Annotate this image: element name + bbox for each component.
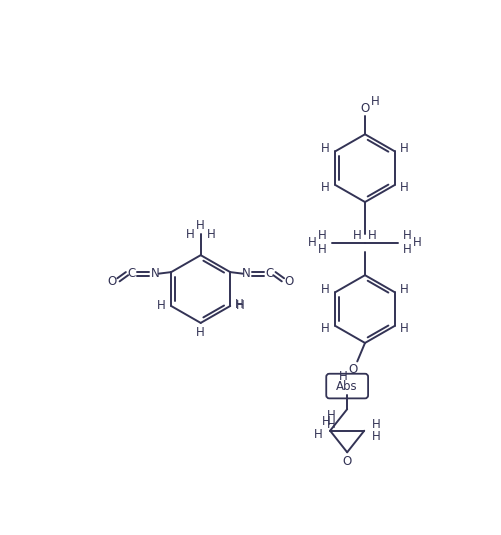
Text: H: H (235, 300, 244, 312)
Text: H: H (314, 428, 322, 441)
Text: C: C (265, 267, 274, 280)
Text: O: O (107, 275, 117, 288)
Text: H: H (234, 298, 243, 311)
Text: H: H (399, 284, 408, 296)
FancyBboxPatch shape (326, 374, 367, 399)
Text: H: H (186, 228, 194, 241)
Text: C: C (127, 267, 135, 280)
Text: H: H (338, 370, 347, 383)
Text: H: H (327, 409, 335, 422)
Text: H: H (206, 228, 215, 241)
Text: H: H (196, 326, 205, 339)
Text: O: O (348, 363, 357, 376)
Text: H: H (402, 230, 411, 242)
Text: H: H (327, 418, 335, 431)
Text: O: O (284, 275, 293, 288)
Text: H: H (371, 418, 379, 431)
Text: H: H (320, 181, 329, 194)
Text: H: H (402, 243, 411, 256)
Text: H: H (371, 430, 379, 444)
Text: H: H (320, 284, 329, 296)
Text: H: H (399, 322, 408, 335)
Text: Abs: Abs (336, 379, 357, 393)
Text: H: H (352, 228, 361, 242)
Text: N: N (241, 267, 250, 280)
Text: H: H (317, 230, 326, 242)
Text: H: H (370, 95, 379, 109)
Text: H: H (196, 219, 205, 232)
Text: O: O (342, 455, 351, 468)
Text: H: H (320, 142, 329, 155)
Text: H: H (156, 300, 165, 312)
Text: H: H (399, 181, 408, 194)
Text: H: H (317, 243, 326, 256)
Text: N: N (150, 267, 159, 280)
Text: H: H (368, 228, 376, 242)
Text: O: O (360, 102, 369, 116)
Text: H: H (412, 236, 421, 249)
Text: H: H (399, 142, 408, 155)
Text: H: H (307, 236, 316, 249)
Text: H: H (321, 415, 330, 428)
Text: H: H (320, 322, 329, 335)
